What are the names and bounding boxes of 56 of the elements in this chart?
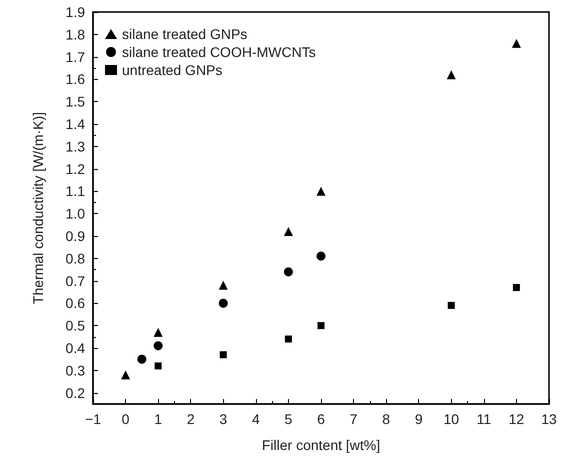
y-tick-label: 0.8 bbox=[66, 250, 86, 266]
y-tick-label: 0.3 bbox=[66, 362, 86, 378]
y-tick-label: 0.6 bbox=[66, 295, 86, 312]
point bbox=[448, 302, 455, 309]
point bbox=[154, 341, 163, 350]
y-tick-label: 1.9 bbox=[66, 4, 86, 20]
x-tick-label: 10 bbox=[443, 411, 460, 427]
x-tick-label: 6 bbox=[317, 411, 326, 427]
point bbox=[154, 362, 162, 370]
x-tick-label: 12 bbox=[508, 411, 524, 427]
y-tick-label: 0.4 bbox=[66, 340, 86, 356]
y-tick-label: 1.1 bbox=[66, 183, 86, 200]
point bbox=[137, 354, 146, 364]
y-tick-label: 0.9 bbox=[66, 228, 86, 244]
point bbox=[284, 336, 292, 343]
point bbox=[512, 38, 521, 48]
point bbox=[154, 328, 163, 337]
x-tick-label: 7 bbox=[350, 411, 358, 427]
y-tick-label: 1.2 bbox=[66, 160, 86, 177]
x-tick-label: 3 bbox=[219, 411, 228, 427]
y-tick-label: 1.4 bbox=[66, 116, 86, 132]
y-tick-label: 1.0 bbox=[66, 206, 86, 222]
x-tick-label: 13 bbox=[541, 411, 557, 427]
point bbox=[218, 280, 228, 290]
point bbox=[218, 298, 228, 308]
point bbox=[121, 370, 130, 380]
point bbox=[220, 351, 227, 358]
x-axis-title: Filler content [wt%] bbox=[262, 437, 380, 453]
legend-label: silane treated GNPs bbox=[122, 26, 248, 42]
x-tick-label: −1 bbox=[85, 411, 102, 427]
y-tick-label: 1.5 bbox=[66, 94, 86, 110]
x-tick-label: 8 bbox=[382, 411, 390, 427]
y-tick-label: 0.7 bbox=[66, 272, 86, 289]
point bbox=[318, 322, 324, 330]
point bbox=[512, 284, 520, 292]
y-tick-label: 0.2 bbox=[66, 384, 86, 401]
y-axis-title: Thermal conductivity [W/(m·K)] bbox=[30, 112, 46, 304]
x-tick-label: 4 bbox=[252, 411, 260, 427]
point bbox=[446, 70, 456, 80]
y-tick-label: 1.6 bbox=[66, 71, 86, 88]
point bbox=[284, 227, 293, 236]
point bbox=[316, 252, 326, 261]
x-tick-label: 1 bbox=[154, 411, 162, 427]
x-tick-label: 2 bbox=[186, 411, 195, 427]
legend-label: untreated GNPs bbox=[122, 62, 222, 78]
y-tick-label: 0.5 bbox=[66, 318, 86, 334]
legend-label: silane treated COOH-MWCNTs bbox=[122, 44, 316, 60]
y-tick-label: 1.8 bbox=[66, 26, 86, 42]
point bbox=[284, 267, 293, 276]
y-tick-label: 1.3 bbox=[66, 138, 86, 154]
y-tick-label: 1.7 bbox=[66, 48, 86, 65]
x-tick-label: 5 bbox=[284, 411, 293, 427]
x-tick-label: 11 bbox=[476, 411, 492, 427]
point bbox=[316, 186, 326, 196]
x-tick-label: 9 bbox=[414, 411, 423, 427]
x-tick-label: 0 bbox=[122, 411, 130, 427]
